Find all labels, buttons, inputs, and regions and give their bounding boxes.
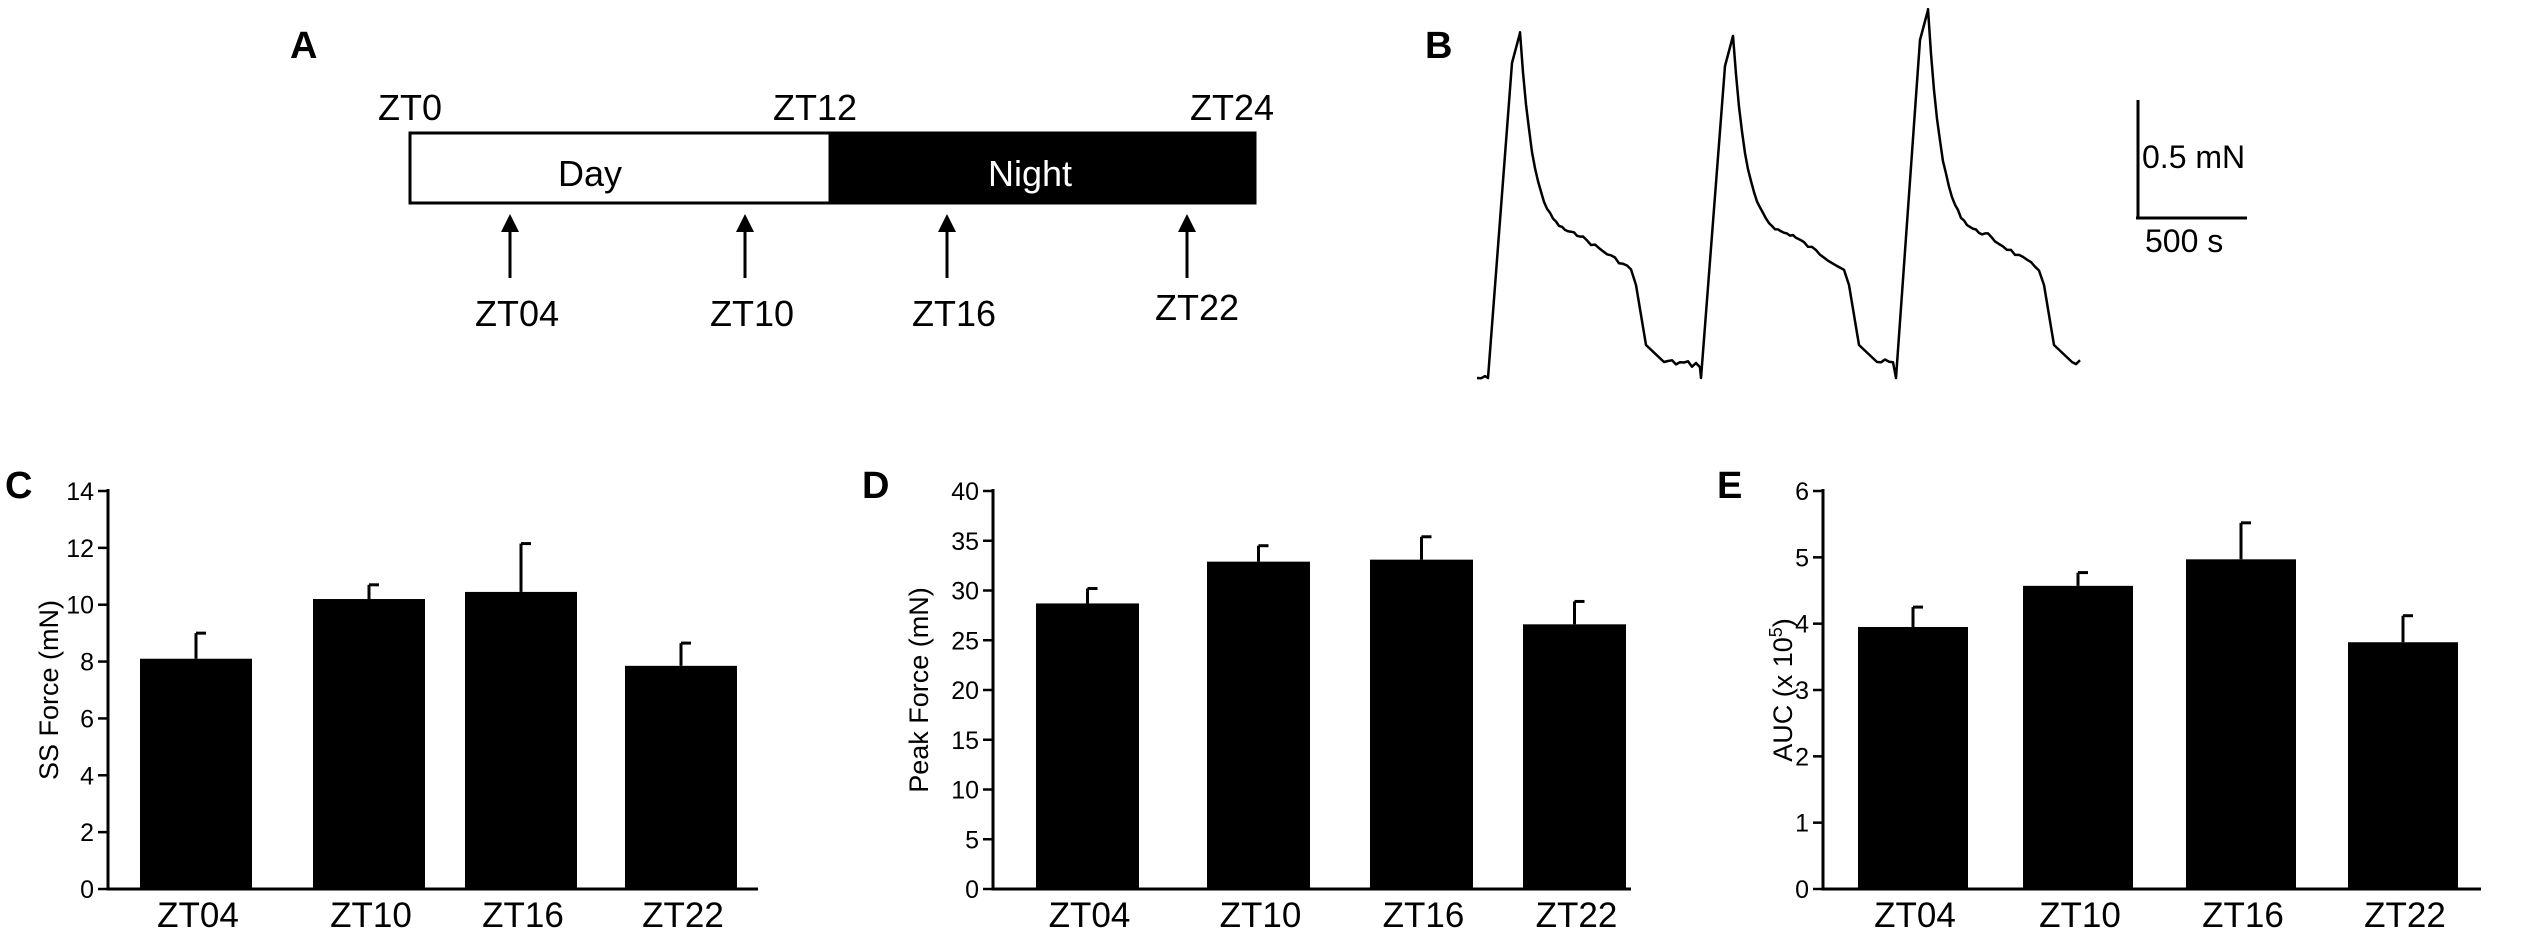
arrow-label-zt10: ZT10 — [710, 293, 794, 334]
bar-zt10 — [313, 599, 425, 889]
bar-zt10 — [1207, 561, 1310, 889]
category-label: ZT16 — [2202, 896, 2284, 935]
y-tick-label: 35 — [951, 528, 979, 556]
scale-bar — [2136, 100, 2247, 220]
bar-zt10 — [2023, 585, 2133, 889]
y-tick-label: 40 — [951, 478, 979, 506]
day-label: Day — [558, 153, 622, 194]
y-tick-label: 0 — [80, 876, 94, 904]
y-tick-label: 12 — [66, 535, 94, 563]
bar-zt22 — [625, 665, 737, 889]
category-label: ZT22 — [642, 896, 724, 935]
arrow-zt10 — [736, 214, 754, 278]
y-tick-label: 10 — [66, 592, 94, 620]
y-tick-label: 8 — [80, 649, 94, 677]
y-tick-label: 10 — [951, 777, 979, 805]
bar-zt04 — [1036, 603, 1139, 889]
zt12-label: ZT12 — [773, 87, 857, 128]
bar-zt04 — [140, 658, 252, 889]
y-tick-label: 0 — [965, 876, 979, 904]
panel-b: B 0.5 mN 500 s — [1425, 7, 2247, 380]
scale-y-label: 0.5 mN — [2142, 139, 2245, 175]
scale-x-label: 500 s — [2145, 223, 2223, 259]
y-tick-label: 15 — [951, 727, 979, 755]
arrow-label-zt16: ZT16 — [912, 293, 996, 334]
category-label: ZT16 — [482, 896, 564, 935]
y-tick-label: 4 — [1795, 611, 1809, 639]
panel-a: A ZT0 ZT12 ZT24 Day Night ZT04 ZT10 ZT16… — [290, 25, 1274, 334]
bar-zt22 — [1523, 624, 1626, 889]
arrow-label-zt22: ZT22 — [1155, 287, 1239, 328]
day-bar — [408, 131, 832, 205]
chart-d: D 0 5 10 15 20 25 30 35 40 Peak Force (mN) ZT04 ZT1… — [862, 465, 1631, 935]
night-label: Night — [988, 153, 1072, 194]
y-axis-label: Peak Force (mN) — [904, 587, 934, 793]
category-label: ZT10 — [1220, 896, 1302, 935]
arrow-label-zt04: ZT04 — [475, 293, 559, 334]
category-label: ZT04 — [157, 896, 239, 935]
bar-zt22 — [2348, 642, 2458, 889]
panel-e-letter: E — [1717, 465, 1742, 507]
y-tick-label: 25 — [951, 627, 979, 655]
y-tick-label: 0 — [1795, 876, 1809, 904]
category-label: ZT10 — [330, 896, 412, 935]
arrow-zt04 — [501, 214, 519, 278]
bar-zt16 — [1370, 559, 1473, 889]
y-tick-label: 4 — [80, 762, 94, 790]
chart-c: C 0 2 4 6 8 10 12 14 SS Force (mN) ZT04 ZT10 ZT16 ZT… — [5, 465, 758, 935]
y-tick-label: 6 — [80, 705, 94, 733]
y-tick-label: 20 — [951, 677, 979, 705]
zt0-label: ZT0 — [378, 87, 442, 128]
category-label: ZT22 — [2364, 896, 2446, 935]
y-tick-label: 1 — [1795, 810, 1809, 838]
y-tick-label: 2 — [1795, 743, 1809, 771]
category-label: ZT10 — [2039, 896, 2121, 935]
y-tick-label: 14 — [66, 478, 94, 506]
bar-zt04 — [1858, 626, 1968, 889]
panel-a-letter: A — [290, 25, 317, 67]
night-bar — [828, 131, 1257, 205]
arrow-zt22 — [1178, 214, 1196, 278]
force-trace — [1476, 7, 2081, 380]
y-tick-label: 5 — [1795, 544, 1809, 572]
y-tick-label: 5 — [965, 826, 979, 854]
category-label: ZT16 — [1383, 896, 1465, 935]
category-label: ZT22 — [1536, 896, 1618, 935]
y-tick-label: 6 — [1795, 478, 1809, 506]
category-label: ZT04 — [1874, 896, 1956, 935]
y-tick-label: 30 — [951, 578, 979, 606]
bar-zt16 — [465, 591, 577, 889]
arrow-zt16 — [938, 214, 956, 278]
chart-e: E 0 1 2 3 4 5 6 AUC (x 105) ZT04 ZT10 ZT16 ZT22 — [1717, 465, 2481, 935]
bar-zt16 — [2186, 559, 2296, 889]
category-label: ZT04 — [1049, 896, 1131, 935]
panel-c-letter: C — [5, 465, 32, 507]
y-tick-label: 2 — [80, 819, 94, 847]
zt24-label: ZT24 — [1190, 87, 1274, 128]
panel-d-letter: D — [862, 465, 889, 507]
y-axis-label: SS Force (mN) — [34, 600, 64, 780]
panel-b-letter: B — [1425, 25, 1452, 67]
y-tick-label: 3 — [1795, 677, 1809, 705]
y-axis-label: AUC (x 105) — [1766, 618, 1798, 762]
